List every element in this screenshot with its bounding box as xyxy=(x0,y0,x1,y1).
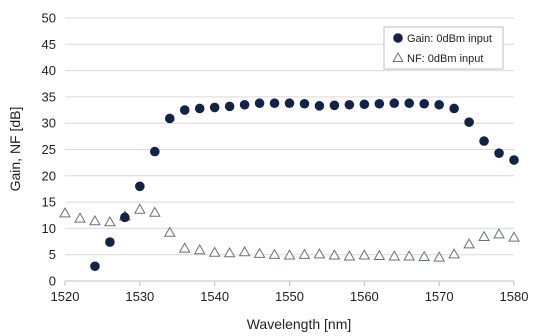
gain-data-point xyxy=(90,261,100,272)
nf-data-point xyxy=(448,248,460,259)
nf-data-point xyxy=(133,203,146,214)
gain-data-point xyxy=(449,103,459,114)
y-tick-label: 15 xyxy=(42,195,56,210)
nf-data-point xyxy=(418,250,431,261)
y-axis-title: Gain, NF [dB] xyxy=(7,107,23,192)
y-tick-label: 35 xyxy=(42,89,56,104)
gain-data-point xyxy=(164,113,175,124)
gain-data-point xyxy=(434,99,444,110)
nf-data-point xyxy=(104,215,116,227)
x-axis-title: Wavelength [nm] xyxy=(247,316,352,332)
x-tick-label: 1540 xyxy=(200,289,229,304)
gain-data-point xyxy=(150,146,160,157)
nf-data-point xyxy=(508,231,520,242)
gain-data-point xyxy=(329,100,340,111)
nf-data-point xyxy=(433,251,446,262)
gridlines xyxy=(65,17,514,256)
gain-data-point xyxy=(479,136,489,146)
legend-gain-label: Gain: 0dBm input xyxy=(407,33,492,45)
legend-gain-marker xyxy=(393,33,403,43)
gain-data-point xyxy=(105,237,115,247)
y-tick-label: 30 xyxy=(42,116,56,131)
gain-data-point xyxy=(314,101,325,111)
nf-data-point xyxy=(89,214,101,226)
nf-data-point xyxy=(163,226,176,237)
gain-data-point xyxy=(194,103,205,114)
nf-data-point xyxy=(268,248,281,259)
nf-data-point xyxy=(178,242,191,253)
y-tick-label: 5 xyxy=(49,247,56,262)
legend-nf-label: NF: 0dBm input xyxy=(407,53,483,65)
gain-data-point xyxy=(404,98,415,109)
gain-data-point xyxy=(269,98,280,109)
x-tick-label: 1530 xyxy=(125,289,154,304)
gain-data-point xyxy=(239,99,250,110)
gain-data-point xyxy=(344,99,355,110)
x-tick-label: 1580 xyxy=(500,289,529,304)
gain-data-point xyxy=(359,99,370,110)
nf-data-point xyxy=(493,228,505,239)
nf-data-point xyxy=(208,246,221,257)
x-tick-label: 1550 xyxy=(275,289,304,304)
nf-data-point xyxy=(59,207,71,218)
legend-nf-marker xyxy=(392,51,404,62)
y-tick-label: 10 xyxy=(42,221,56,236)
legend: Gain: 0dBm input NF: 0dBm input xyxy=(383,26,504,70)
x-tick-label: 1570 xyxy=(425,289,454,304)
gain-data-point xyxy=(419,98,430,109)
nf-data-point xyxy=(193,243,206,255)
gain-data-point xyxy=(209,102,220,113)
nf-data-point xyxy=(328,249,341,260)
y-tick-label: 45 xyxy=(42,37,56,52)
gain-data-point xyxy=(299,98,310,109)
nf-data-point xyxy=(358,249,371,260)
nf-data-point xyxy=(283,249,296,260)
y-tick-label: 0 xyxy=(49,274,56,289)
gain-data-point xyxy=(120,212,130,223)
gain-data-point xyxy=(224,101,235,112)
nf-data-point xyxy=(313,248,326,259)
x-tick-label: 1560 xyxy=(350,289,379,304)
gain-data-point xyxy=(389,98,400,109)
gain-data-point xyxy=(254,98,265,109)
y-tick-label: 20 xyxy=(42,168,56,183)
gain-data-point xyxy=(135,181,145,192)
y-tick-label: 25 xyxy=(42,142,56,157)
axes: Wavelength [nm] Gain, NF [dB] 0510152025… xyxy=(7,11,528,333)
x-tick-label: 1520 xyxy=(51,289,80,304)
nf-data-point xyxy=(478,230,490,241)
nf-data-point xyxy=(343,250,356,261)
nf-data-point xyxy=(238,245,251,257)
data-markers xyxy=(59,98,520,272)
gain-data-point xyxy=(494,148,504,158)
nf-data-point xyxy=(298,248,311,259)
nf-data-point xyxy=(74,212,86,223)
gain-data-point xyxy=(284,98,295,109)
nf-data-point xyxy=(223,246,236,258)
nf-data-point xyxy=(388,250,401,261)
nf-data-point xyxy=(253,247,266,258)
gain-data-point xyxy=(179,105,190,115)
gain-data-point xyxy=(509,155,519,165)
nf-data-point xyxy=(403,250,416,261)
nf-data-point xyxy=(148,206,161,217)
y-tick-label: 50 xyxy=(42,11,56,26)
nf-data-point xyxy=(463,238,475,249)
y-tick-label: 40 xyxy=(42,63,56,78)
gain-data-point xyxy=(464,117,474,127)
nf-data-point xyxy=(373,249,386,260)
legend-box xyxy=(383,26,504,70)
gain-data-point xyxy=(374,98,385,109)
